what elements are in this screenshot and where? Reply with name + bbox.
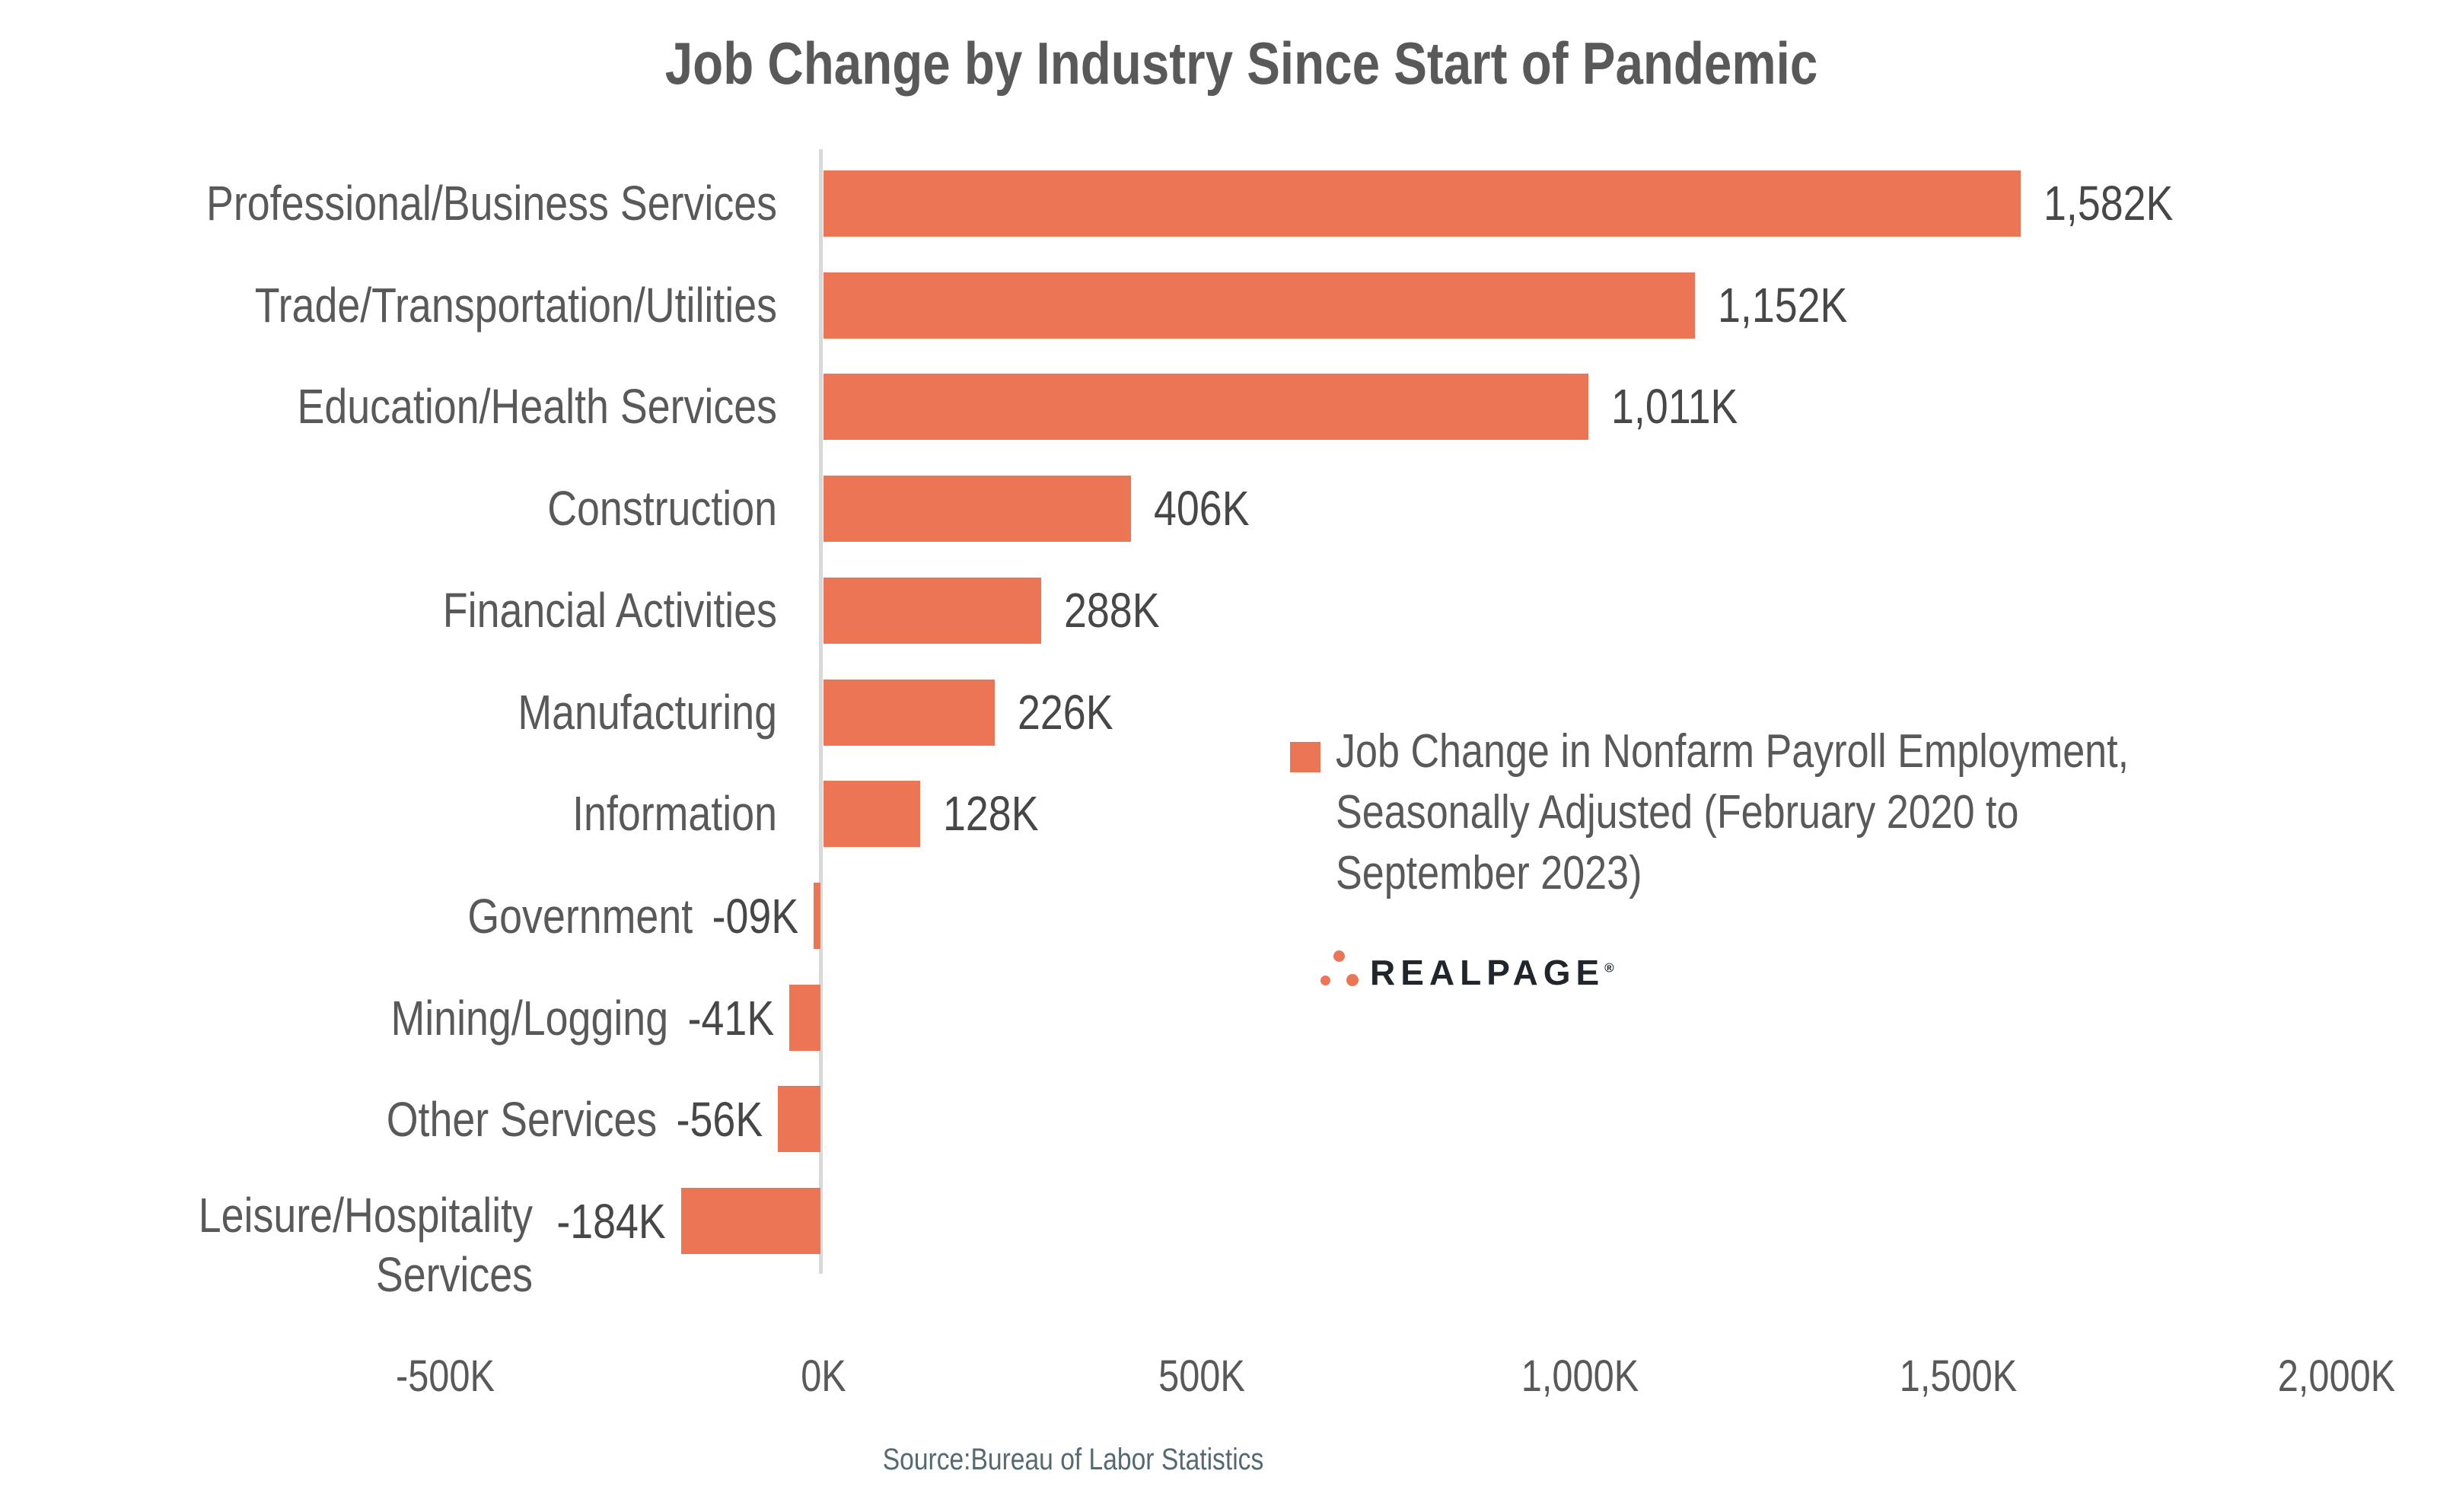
category-label: Professional/Business Services: [206, 176, 777, 231]
bar-government: [814, 883, 820, 949]
value-label: -56K: [676, 1091, 763, 1147]
legend-line: Seasonally Adjusted (February 2020 to: [1336, 786, 2019, 839]
category-label: Financial Activities: [442, 583, 777, 638]
category-label: Education/Health Services: [297, 379, 777, 434]
logo-dot-icon: [1333, 950, 1345, 962]
legend-line: September 2023): [1336, 847, 1642, 899]
value-label: 1,011K: [1611, 379, 1738, 434]
category-label: Government: [467, 888, 693, 944]
legend-marker: [1290, 742, 1320, 772]
value-label: -41K: [687, 990, 774, 1046]
bar-mining-logging: [789, 985, 820, 1051]
neg-row-government: Government -09K: [425, 883, 798, 949]
value-label: 1,152K: [1718, 278, 1848, 333]
value-label: -184K: [556, 1193, 666, 1249]
source-text: Source:Bureau of Labor Statistics: [882, 1443, 1264, 1476]
bar-construction: [823, 476, 1131, 542]
neg-row-mining-logging: Mining/Logging -41K: [338, 985, 774, 1051]
x-tick-label: 0K: [801, 1351, 846, 1401]
bar-leisure-hospitality-services: [681, 1188, 820, 1254]
value-label: 128K: [943, 786, 1039, 841]
bar-professional-business-services: [823, 170, 2021, 237]
category-label: Manufacturing: [518, 685, 777, 740]
legend-line: Job Change in Nonfarm Payroll Employment…: [1336, 725, 2130, 778]
x-tick-label: 1,500K: [1899, 1351, 2018, 1401]
x-tick-label: 1,000K: [1521, 1351, 1639, 1401]
value-label: 288K: [1064, 583, 1160, 638]
value-label: 406K: [1154, 481, 1250, 536]
registered-mark: ®: [1604, 960, 1614, 976]
x-tick-label: -500K: [395, 1351, 495, 1401]
neg-row-leisure-hospitality-services: Leisure/Hospitality Services -184K: [0, 1188, 666, 1302]
x-tick-label: 2,000K: [2277, 1351, 2396, 1401]
bar-financial-activities: [823, 578, 1041, 644]
bar-other-services: [778, 1086, 820, 1152]
category-label: Information: [572, 786, 777, 841]
category-label: Leisure/Hospitality Services: [198, 1187, 534, 1302]
category-label: Trade/Transportation/Utilities: [254, 278, 777, 333]
bar-information: [823, 781, 920, 847]
value-label: 1,582K: [2044, 176, 2174, 231]
neg-row-other-services: Other Services -56K: [335, 1086, 763, 1152]
logo-wordmark: REALPAGE®: [1370, 952, 1614, 993]
legend-text: Job Change in Nonfarm Payroll Employment…: [1336, 721, 2280, 904]
value-label: -09K: [712, 888, 798, 944]
category-label: Other Services: [386, 1091, 657, 1147]
zero-axis-line: [819, 149, 823, 1274]
bar-manufacturing: [823, 680, 995, 746]
logo-dot-icon: [1320, 976, 1330, 985]
logo-wordmark-text: REALPAGE: [1370, 953, 1605, 992]
category-label: Mining/Logging: [390, 990, 668, 1046]
value-label: 226K: [1018, 685, 1113, 740]
logo-dot-icon: [1346, 974, 1359, 986]
x-tick-label: 500K: [1158, 1351, 1245, 1401]
category-label: Construction: [547, 481, 777, 536]
bar-trade-transportation-utilities: [823, 272, 1695, 339]
chart-title: Job Change by Industry Since Start of Pa…: [664, 30, 1818, 97]
bar-education-health-services: [823, 374, 1588, 440]
